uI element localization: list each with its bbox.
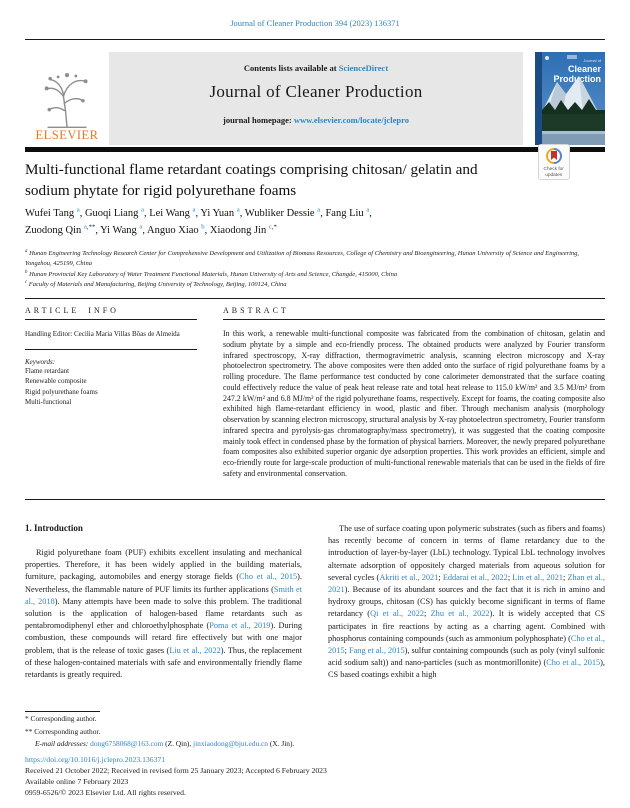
body-column-right: The use of surface coating upon polymeri…: [328, 523, 605, 681]
elsevier-logo[interactable]: ELSEVIER: [25, 52, 109, 145]
affiliation-c: c Faculty of Materials and Manufacturing…: [25, 280, 287, 289]
corresponding-author-2: ** Corresponding author.: [25, 726, 101, 736]
abstract-column: ABSTRACT In this work, a renewable multi…: [223, 306, 605, 480]
bookmark-icon: [551, 151, 557, 160]
introduction-paragraph-1: Rigid polyurethane foam (PUF) exhibits e…: [25, 548, 303, 679]
doi-link[interactable]: https://doi.org/10.1016/j.jclepro.2023.1…: [25, 755, 166, 764]
handling-editor: Handling Editor: Cecilia Maria Villas Bô…: [25, 330, 180, 338]
abstract-bottom-rule: [25, 499, 605, 500]
cover-title-line1: Cleaner: [568, 64, 602, 74]
article-title: Multi-functional flame retardant coating…: [25, 160, 530, 202]
article-info-column: ARTICLE INFO Handling Editor: Cecilia Ma…: [25, 306, 197, 480]
corresponding-author-1: * Corresponding author.: [25, 714, 97, 723]
abstract-heading: ABSTRACT: [223, 306, 289, 315]
received-dates: Received 21 October 2022; Received in re…: [25, 765, 327, 775]
article-info-heading: ARTICLE INFO: [25, 306, 119, 315]
running-head-citation[interactable]: Journal of Cleaner Production 394 (2023)…: [230, 18, 400, 28]
header-divider-thick: [25, 147, 605, 152]
article-title-line2: sodium phytate for rigid polyurethane fo…: [25, 181, 297, 199]
badge-label: Check for updates: [543, 166, 565, 178]
keywords-divider: [25, 348, 197, 350]
keywords-label: Keywords:: [25, 357, 56, 366]
abstract-rule: [223, 319, 605, 320]
body-columns: 1. Introduction Rigid polyurethane foam …: [25, 523, 605, 681]
update-ring-icon: [546, 148, 562, 164]
elsevier-tree-icon: [40, 68, 94, 130]
contents-lists-line[interactable]: Contents lists available at ScienceDirec…: [243, 63, 389, 73]
journal-title: Journal of Cleaner Production: [209, 82, 423, 101]
footnote-rule: [25, 711, 100, 712]
top-rule: [25, 39, 605, 40]
footnote-block: * Corresponding author. ** Corresponding…: [25, 711, 605, 750]
available-online: Available online 7 February 2023: [25, 776, 129, 786]
article-footer: https://doi.org/10.1016/j.jclepro.2023.1…: [25, 755, 605, 799]
article-info-rule: [25, 319, 197, 320]
affiliations: a Hunan Engineering Technology Research …: [25, 249, 605, 291]
affiliation-b: b Hunan Provincial Key Laboratory of Wat…: [25, 269, 398, 278]
email-addresses-line[interactable]: E-mail addresses: dong6758068@163.com (Z…: [35, 739, 295, 749]
elsevier-wordmark: ELSEVIER: [35, 128, 99, 142]
meta-top-rule: [25, 298, 605, 299]
introduction-heading: 1. Introduction: [25, 523, 83, 533]
affiliation-a: a Hunan Engineering Technology Research …: [25, 248, 580, 268]
journal-cover-thumbnail[interactable]: Journal of Cleaner Production: [535, 52, 605, 145]
journal-homepage-line[interactable]: journal homepage: www.elsevier.com/locat…: [222, 115, 410, 125]
article-title-line1: Multi-functional flame retardant coating…: [25, 161, 478, 178]
banner-center: Contents lists available at ScienceDirec…: [109, 52, 523, 145]
abstract-text: In this work, a renewable multi-function…: [223, 329, 605, 478]
body-column-left: 1. Introduction Rigid polyurethane foam …: [25, 523, 302, 681]
keyword: Flame retardant: [25, 366, 70, 375]
introduction-paragraph-2: The use of surface coating upon polymeri…: [328, 524, 606, 680]
author-list: Wufei Tang a, Guoqi Liang a, Lei Wang a,…: [25, 206, 372, 236]
cover-masthead-small: Journal of: [583, 58, 601, 63]
keyword: Rigid polyurethane foams: [25, 387, 98, 396]
check-for-updates-badge[interactable]: Check for updates: [538, 144, 570, 180]
keyword: Multi-functional: [25, 398, 72, 406]
keyword: Renewable composite: [25, 377, 87, 385]
issn-copyright: 0959-6526/© 2023 Elsevier Ltd. All right…: [25, 787, 186, 797]
info-abstract-section: ARTICLE INFO Handling Editor: Cecilia Ma…: [25, 306, 605, 480]
journal-header-banner: ELSEVIER Contents lists available at Sci…: [25, 52, 605, 145]
